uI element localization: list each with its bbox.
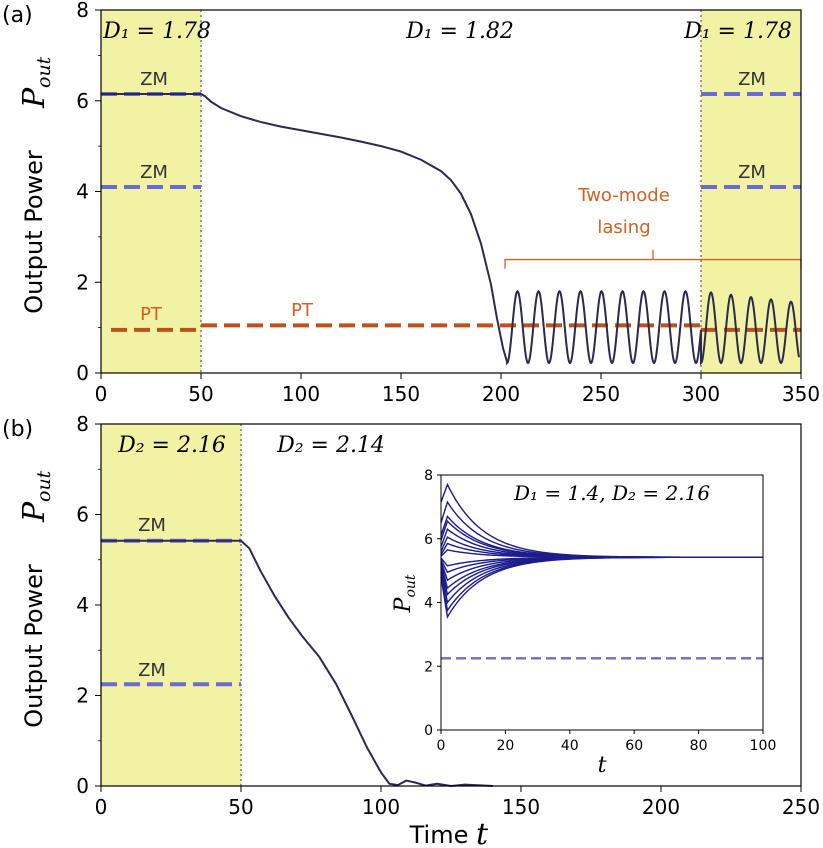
panel-a-xtick-label-300: 300 [682, 382, 720, 406]
panel-a-xtick-label-250: 250 [582, 382, 620, 406]
panel-b-xtick-label-0: 0 [95, 795, 108, 819]
svg-text:t: t [476, 817, 489, 848]
panel-b-xtick-label-250: 250 [782, 795, 820, 819]
panel-a-region-label-1: D₁ = 1.78 [102, 19, 211, 44]
inset-trajectory-16 [440, 556, 763, 619]
panel-a-shaded-region-2 [701, 10, 801, 373]
panel-a-output-power-curve [101, 92, 800, 366]
inset-ytick-label-8: 8 [424, 468, 433, 484]
panel-b-xtick-label-150: 150 [502, 795, 540, 819]
panel-a-xtick-label-150: 150 [382, 382, 420, 406]
panel-a-xtick-label-0: 0 [95, 382, 108, 406]
panel-b-zm-label-1: ZM [138, 515, 166, 536]
svg-text:P: P [17, 501, 52, 523]
inset-xtick-label-80: 80 [690, 738, 708, 754]
panel-a-region-label-2: D₁ = 1.82 [405, 19, 514, 44]
panel-a-shaded-region-1 [101, 10, 201, 373]
panel-b-xlabel: Time t [409, 817, 489, 848]
two-mode-label-line2: lasing [597, 217, 650, 238]
inset-ytick-label-2: 2 [424, 659, 433, 675]
panel-a-xtick-label-50: 50 [188, 382, 213, 406]
panel-a: 0 50 100 150 200 250 300 350 0 2 4 6 8 (a) D₁ = 1.78… [2, 0, 820, 406]
panel-b-xtick-label-200: 200 [642, 795, 680, 819]
inset-ytick-label-6: 6 [424, 532, 433, 548]
svg-text:out: out [33, 56, 55, 88]
panel-a-pt-label-1: PT [140, 304, 163, 325]
inset-xtick-label-40: 40 [561, 738, 579, 754]
inset-ylabel: P out [391, 574, 419, 613]
inset-background [441, 475, 763, 730]
panel-a-ytick-label-4: 4 [76, 180, 89, 204]
panel-a-ytick-label-8: 8 [76, 0, 89, 22]
inset-xlabel: t [598, 753, 607, 778]
svg-text:Output Power: Output Power [20, 150, 48, 314]
svg-text:P: P [17, 87, 52, 109]
panel-a-region-label-3: D₁ = 1.78 [683, 19, 792, 44]
panel-a-ytick-label-6: 6 [76, 89, 89, 113]
svg-text:Output Power: Output Power [20, 564, 48, 728]
panel-a-zm-label-4: ZM [738, 162, 766, 183]
panel-b-ytick-label-0: 0 [76, 774, 89, 798]
panel-a-ytick-label-2: 2 [76, 270, 89, 294]
inset-xtick-label-100: 100 [750, 738, 777, 754]
panel-b-zm-label-2: ZM [138, 660, 166, 681]
panel-a-zm-label-1: ZM [140, 69, 168, 90]
panel-a-pt-label-2: PT [291, 300, 314, 321]
panel-b-label: (b) [2, 417, 33, 442]
panel-a-xtick-label-350: 350 [782, 382, 820, 406]
panel-a-zm-label-2: ZM [140, 162, 168, 183]
panel-a-ytick-label-0: 0 [76, 361, 89, 385]
panel-b-ytick-label-2: 2 [76, 684, 89, 708]
panel-a-frame [100, 9, 802, 374]
inset-ytick-label-0: 0 [424, 723, 433, 739]
panel-b-ytick-label-8: 8 [76, 412, 89, 436]
svg-text:Time: Time [409, 821, 469, 848]
panel-b-shaded-region-1 [101, 424, 241, 786]
inset-xtick-label-20: 20 [496, 738, 514, 754]
panel-a-label: (a) [2, 3, 33, 28]
svg-text:out: out [33, 470, 55, 502]
inset-xtick-label-0: 0 [437, 738, 446, 754]
panel-a-xtick-label-200: 200 [482, 382, 520, 406]
panel-b-xtick-label-50: 50 [228, 795, 253, 819]
panel-b-ytick-label-6: 6 [76, 503, 89, 527]
panel-b-ytick-label-4: 4 [76, 593, 89, 617]
svg-text:P: P [391, 596, 416, 613]
panel-b-output-power-curve [101, 539, 494, 787]
panel-a-xtick-label-100: 100 [282, 382, 320, 406]
inset-xtick-label-60: 60 [625, 738, 643, 754]
svg-text:out: out [403, 574, 419, 597]
panel-b-region-label-2: D₂ = 2.14 [276, 433, 385, 458]
panel-a-zm-label-3: ZM [738, 69, 766, 90]
panel-b-ylabel: Output Power P out [17, 470, 55, 727]
inset-ytick-label-4: 4 [424, 596, 433, 612]
two-mode-label-line1: Two-mode [577, 185, 670, 206]
inset-title: D₁ = 1.4, D₂ = 2.16 [513, 481, 710, 505]
panel-a-ylabel: Output Power P out [17, 56, 55, 313]
panel-b-xtick-label-100: 100 [362, 795, 400, 819]
panel-b-region-label-1: D₂ = 2.16 [117, 433, 226, 458]
